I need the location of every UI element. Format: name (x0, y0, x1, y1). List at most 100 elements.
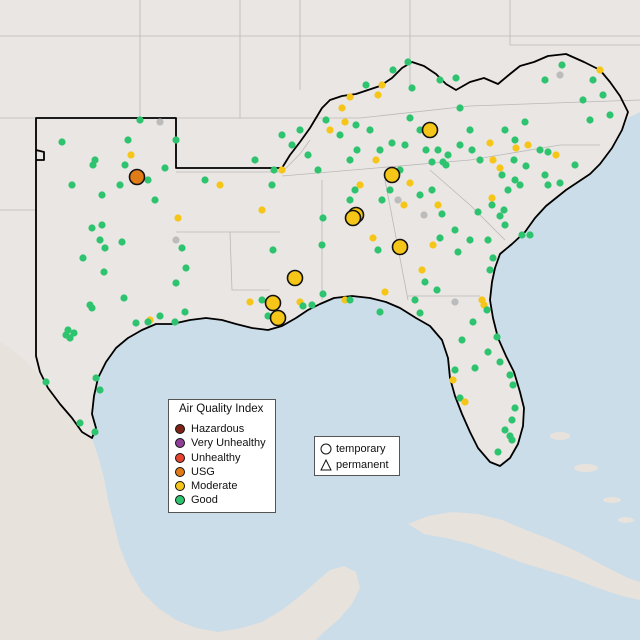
monitor-site[interactable] (118, 238, 126, 246)
monitor-site[interactable] (456, 104, 464, 112)
monitor-site[interactable] (352, 121, 360, 129)
monitor-site[interactable] (596, 66, 604, 74)
monitor-site[interactable] (381, 288, 389, 296)
monitor-site-nodata[interactable] (156, 118, 164, 126)
monitor-site[interactable] (408, 84, 416, 92)
monitor-site[interactable] (388, 139, 396, 147)
monitor-site[interactable] (558, 61, 566, 69)
monitor-site[interactable] (606, 111, 614, 119)
monitor-site[interactable] (100, 268, 108, 276)
monitor-site[interactable] (181, 308, 189, 316)
monitor-site-nodata[interactable] (394, 196, 402, 204)
monitor-site[interactable] (172, 136, 180, 144)
monitor-site[interactable] (326, 126, 334, 134)
monitor-site[interactable] (589, 76, 597, 84)
monitor-site[interactable] (458, 336, 466, 344)
monitor-site[interactable] (88, 304, 96, 312)
monitor-site-temporary[interactable] (421, 121, 439, 139)
monitor-site[interactable] (258, 206, 266, 214)
monitor-site[interactable] (586, 116, 594, 124)
monitor-site[interactable] (468, 146, 476, 154)
monitor-site[interactable] (127, 151, 135, 159)
monitor-site[interactable] (351, 186, 359, 194)
monitor-site-nodata[interactable] (420, 211, 428, 219)
monitor-site[interactable] (428, 186, 436, 194)
monitor-site[interactable] (369, 234, 377, 242)
monitor-site[interactable] (544, 181, 552, 189)
monitor-site[interactable] (116, 181, 124, 189)
monitor-site[interactable] (308, 301, 316, 309)
monitor-site[interactable] (374, 91, 382, 99)
monitor-site[interactable] (494, 448, 502, 456)
monitor-site[interactable] (174, 214, 182, 222)
monitor-site[interactable] (341, 296, 349, 304)
monitor-site[interactable] (319, 214, 327, 222)
monitor-site-temporary[interactable] (383, 166, 401, 184)
monitor-site[interactable] (496, 212, 504, 220)
monitor-site[interactable] (438, 210, 446, 218)
monitor-site[interactable] (161, 164, 169, 172)
monitor-site[interactable] (496, 358, 504, 366)
monitor-site[interactable] (338, 104, 346, 112)
monitor-site[interactable] (416, 191, 424, 199)
monitor-site[interactable] (144, 318, 152, 326)
monitor-site[interactable] (318, 241, 326, 249)
monitor-site[interactable] (526, 231, 534, 239)
monitor-site-temporary[interactable] (269, 309, 287, 327)
monitor-site[interactable] (353, 146, 361, 154)
monitor-site[interactable] (356, 181, 364, 189)
monitor-site[interactable] (386, 186, 394, 194)
monitor-site[interactable] (536, 146, 544, 154)
monitor-site[interactable] (428, 158, 436, 166)
monitor-site[interactable] (96, 386, 104, 394)
monitor-site[interactable] (444, 151, 452, 159)
monitor-site[interactable] (269, 246, 277, 254)
monitor-site[interactable] (504, 186, 512, 194)
monitor-site[interactable] (486, 266, 494, 274)
monitor-site[interactable] (556, 179, 564, 187)
monitor-site[interactable] (516, 181, 524, 189)
monitor-site[interactable] (436, 234, 444, 242)
monitor-site[interactable] (489, 254, 497, 262)
monitor-site[interactable] (429, 241, 437, 249)
monitor-site[interactable] (404, 58, 412, 66)
monitor-site[interactable] (362, 81, 370, 89)
monitor-site[interactable] (469, 318, 477, 326)
monitor-site[interactable] (296, 126, 304, 134)
monitor-site[interactable] (92, 374, 100, 382)
monitor-site-temporary[interactable] (286, 269, 304, 287)
monitor-site[interactable] (461, 398, 469, 406)
monitor-site[interactable] (378, 196, 386, 204)
monitor-site[interactable] (511, 176, 519, 184)
monitor-site[interactable] (299, 302, 307, 310)
monitor-site[interactable] (288, 141, 296, 149)
monitor-site[interactable] (486, 139, 494, 147)
monitor-site[interactable] (132, 319, 140, 327)
monitor-site[interactable] (376, 146, 384, 154)
monitor-site-nodata[interactable] (451, 298, 459, 306)
monitor-site[interactable] (451, 366, 459, 374)
monitor-site[interactable] (346, 156, 354, 164)
monitor-site[interactable] (476, 156, 484, 164)
monitor-site-temporary[interactable] (264, 294, 282, 312)
monitor-site[interactable] (416, 309, 424, 317)
monitor-site[interactable] (88, 224, 96, 232)
monitor-site[interactable] (246, 298, 254, 306)
monitor-site[interactable] (124, 136, 132, 144)
monitor-site[interactable] (471, 364, 479, 372)
monitor-site[interactable] (509, 381, 517, 389)
monitor-site[interactable] (434, 201, 442, 209)
monitor-site[interactable] (421, 278, 429, 286)
monitor-site[interactable] (172, 279, 180, 287)
monitor-site[interactable] (496, 164, 504, 172)
monitor-site[interactable] (406, 114, 414, 122)
monitor-site-nodata[interactable] (172, 236, 180, 244)
monitor-site[interactable] (389, 66, 397, 74)
monitor-site[interactable] (452, 74, 460, 82)
monitor-site[interactable] (501, 221, 509, 229)
monitor-site[interactable] (91, 428, 99, 436)
monitor-site[interactable] (62, 331, 70, 339)
monitor-site[interactable] (511, 136, 519, 144)
monitor-site[interactable] (171, 318, 179, 326)
monitor-site[interactable] (512, 144, 520, 152)
